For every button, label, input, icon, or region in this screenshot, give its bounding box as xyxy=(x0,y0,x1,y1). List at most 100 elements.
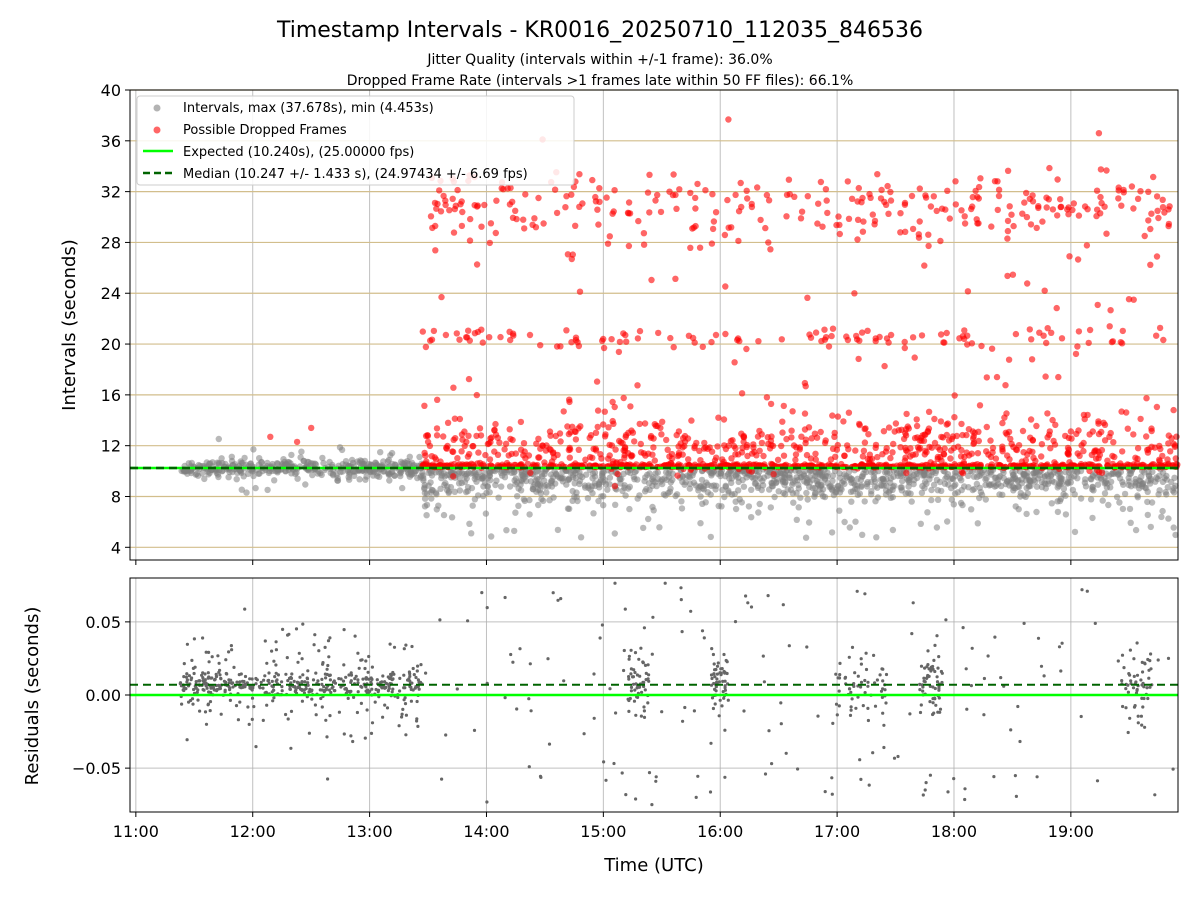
interval-point xyxy=(255,461,263,468)
interval-point xyxy=(1116,499,1123,506)
dropped-frame-point xyxy=(1160,336,1167,344)
dropped-frame-point xyxy=(806,331,813,338)
interval-point xyxy=(573,489,580,496)
interval-point xyxy=(1147,523,1155,531)
dropped-frame-point xyxy=(1088,451,1096,459)
dropped-frame-point xyxy=(712,209,720,216)
interval-point xyxy=(356,476,363,483)
interval-point xyxy=(363,473,370,480)
dropped-frame-point xyxy=(449,195,456,202)
interval-point xyxy=(539,473,546,480)
interval-point xyxy=(672,492,679,500)
residual-point xyxy=(1080,588,1084,592)
interval-point xyxy=(870,473,877,480)
residual-point xyxy=(364,676,368,680)
interval-point xyxy=(385,456,392,464)
residual-point xyxy=(328,673,332,677)
dropped-frame-point xyxy=(812,329,820,336)
dropped-frame-point xyxy=(801,426,809,433)
residual-point xyxy=(641,660,645,664)
interval-point xyxy=(858,482,865,489)
dropped-frame-point xyxy=(611,403,618,411)
residual-point xyxy=(849,705,853,709)
interval-point xyxy=(346,476,353,483)
residual-point xyxy=(933,686,937,691)
intervals-y-tick-label: 40 xyxy=(101,81,121,100)
residual-point xyxy=(721,679,725,684)
dropped-frame-point xyxy=(1002,382,1009,389)
interval-point xyxy=(951,490,959,497)
residual-point xyxy=(387,686,391,691)
dropped-frame-point xyxy=(822,437,829,444)
dropped-frame-point xyxy=(1101,437,1109,444)
interval-point xyxy=(1068,474,1075,481)
dropped-frame-point xyxy=(666,188,673,195)
interval-point xyxy=(905,489,912,497)
dropped-frame-point xyxy=(637,440,644,448)
dropped-frame-point xyxy=(901,344,908,352)
dropped-frame-point xyxy=(1053,304,1060,312)
interval-point xyxy=(832,489,839,496)
residual-point xyxy=(694,795,698,800)
residual-point xyxy=(409,699,413,703)
interval-point xyxy=(445,488,453,495)
dropped-frame-point xyxy=(961,327,968,334)
dropped-frame-point xyxy=(840,418,847,425)
dropped-frame-point xyxy=(833,446,841,453)
dropped-frame-point xyxy=(650,444,657,451)
interval-point xyxy=(288,451,295,459)
interval-point xyxy=(178,467,185,475)
dropped-frame-point xyxy=(708,338,715,346)
residual-point xyxy=(370,677,374,682)
interval-point xyxy=(933,524,941,531)
dropped-frame-point xyxy=(512,461,519,469)
residual-point xyxy=(206,671,210,675)
intervals-y-axis-label: Intervals (seconds) xyxy=(59,239,80,411)
dropped-frame-point xyxy=(1107,307,1114,314)
interval-point xyxy=(695,487,702,494)
dropped-frame-point xyxy=(458,222,466,230)
residual-point xyxy=(357,666,361,670)
interval-point xyxy=(532,477,539,484)
dropped-frame-point xyxy=(968,205,975,213)
residual-point xyxy=(712,662,716,666)
dropped-frame-point xyxy=(947,455,954,462)
dropped-frame-point xyxy=(748,468,755,475)
residual-point xyxy=(349,671,353,675)
dropped-frame-point xyxy=(884,182,891,190)
interval-point xyxy=(841,518,848,526)
dropped-frame-point xyxy=(729,437,736,444)
dropped-frame-point xyxy=(1065,446,1073,453)
dropped-frame-point xyxy=(475,449,482,456)
residual-point xyxy=(866,680,870,684)
dropped-frame-point xyxy=(1019,210,1026,217)
dropped-frame-point xyxy=(877,195,885,202)
dropped-frame-point xyxy=(937,418,945,425)
x-tick-label: 13:00 xyxy=(347,822,393,841)
residual-point xyxy=(1120,653,1125,657)
dropped-frame-point xyxy=(476,425,484,432)
residual-point xyxy=(276,673,280,677)
interval-point xyxy=(420,477,427,484)
x-tick-label: 16:00 xyxy=(697,822,743,841)
dropped-frame-point xyxy=(709,225,717,233)
interval-point xyxy=(702,499,709,506)
dropped-frame-point xyxy=(808,435,815,442)
dropped-frame-point xyxy=(646,171,653,178)
x-tick-label: 11:00 xyxy=(113,822,159,841)
interval-point xyxy=(786,474,794,482)
dropped-frame-point xyxy=(603,194,610,201)
dropped-frame-point xyxy=(712,331,720,339)
residual-point xyxy=(858,758,862,762)
interval-point xyxy=(704,489,711,496)
residual-point xyxy=(326,639,331,643)
residual-point xyxy=(859,685,863,689)
residual-point xyxy=(201,636,205,640)
dropped-frame-point xyxy=(722,283,729,290)
residual-point xyxy=(324,718,328,722)
interval-point xyxy=(468,484,476,492)
residual-point xyxy=(718,671,722,675)
dropped-frame-point xyxy=(491,426,498,434)
interval-point xyxy=(1156,472,1163,479)
dropped-frame-point xyxy=(666,453,673,460)
